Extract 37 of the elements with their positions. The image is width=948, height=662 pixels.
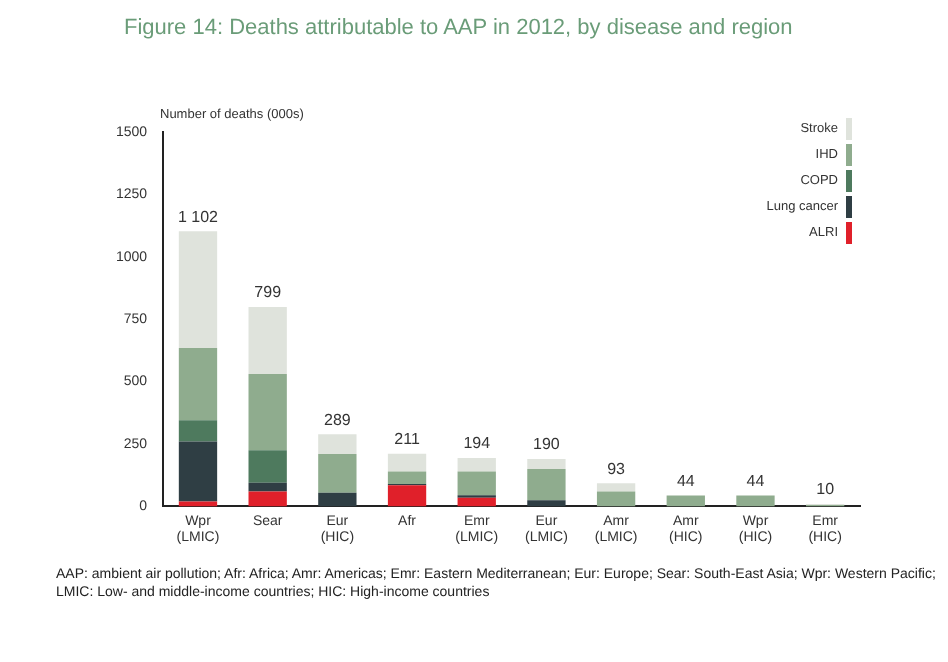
bar (666, 495, 705, 507)
bar (527, 500, 566, 507)
bar (248, 482, 287, 492)
bar (527, 458, 566, 469)
bar (248, 374, 287, 451)
total-label: 289 (324, 410, 352, 429)
bar (457, 457, 496, 472)
bar (318, 453, 357, 493)
total-label: 211 (394, 430, 421, 449)
total-label: 194 (463, 434, 492, 453)
bar (387, 471, 427, 484)
bar (596, 483, 636, 492)
bar (248, 450, 287, 483)
bar (387, 485, 427, 507)
total-label: 799 (254, 283, 283, 302)
total-label: 1 102 (177, 207, 220, 226)
bar (248, 491, 287, 507)
total-label: 44 (746, 471, 766, 490)
bar (318, 492, 357, 507)
total-label: 10 (816, 480, 836, 499)
bar (457, 497, 496, 507)
bar (387, 453, 427, 472)
bar (527, 468, 566, 501)
bar (178, 441, 218, 502)
bar (178, 231, 218, 348)
total-label: 93 (607, 459, 627, 478)
total-label: 190 (533, 435, 561, 454)
total-label: 44 (676, 471, 696, 490)
bar (457, 471, 496, 496)
bar (318, 434, 357, 454)
bar (596, 491, 636, 507)
bar (248, 306, 287, 375)
bar (178, 420, 218, 442)
chart-title: Figure 14: Deaths attributable to AAP in 2012, by disease and region (124, 16, 793, 40)
bar (178, 347, 218, 421)
bar (736, 495, 775, 507)
bar (178, 501, 218, 507)
